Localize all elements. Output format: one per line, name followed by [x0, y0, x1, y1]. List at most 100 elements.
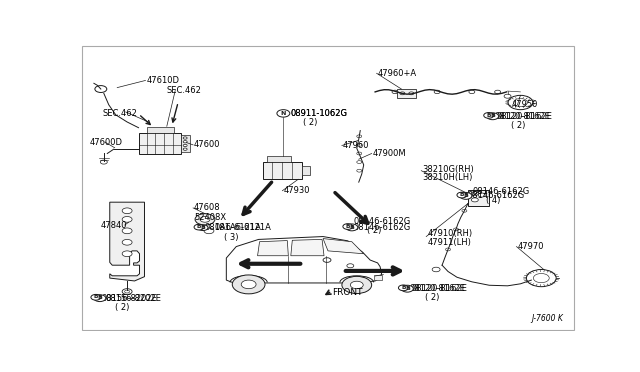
Text: 08120-8162E: 08120-8162E — [495, 112, 550, 121]
Text: 47840: 47840 — [101, 221, 127, 230]
Circle shape — [183, 144, 187, 147]
FancyBboxPatch shape — [302, 166, 310, 175]
Circle shape — [471, 192, 478, 196]
Circle shape — [356, 144, 362, 146]
Text: B: B — [349, 225, 355, 230]
Circle shape — [122, 217, 132, 222]
Text: 47950: 47950 — [511, 100, 538, 109]
Circle shape — [122, 289, 132, 294]
Text: 08146-6162G: 08146-6162G — [354, 223, 411, 232]
FancyBboxPatch shape — [138, 132, 180, 154]
Circle shape — [356, 169, 362, 172]
Circle shape — [122, 208, 132, 214]
Circle shape — [343, 224, 353, 230]
Text: 47600D: 47600D — [90, 138, 123, 147]
Text: 08146-6162G: 08146-6162G — [468, 191, 525, 201]
Text: ( 2): ( 2) — [425, 294, 439, 302]
Circle shape — [400, 92, 405, 95]
Polygon shape — [257, 241, 288, 256]
Text: N: N — [281, 110, 286, 116]
Circle shape — [94, 295, 106, 302]
Circle shape — [125, 290, 129, 293]
Circle shape — [508, 95, 533, 110]
Circle shape — [432, 267, 440, 272]
Text: ( 2): ( 2) — [367, 226, 381, 235]
Text: SEC.462: SEC.462 — [167, 86, 202, 95]
Circle shape — [409, 92, 414, 95]
Polygon shape — [110, 202, 145, 281]
Text: B: B — [197, 224, 201, 229]
Text: B: B — [463, 193, 468, 198]
Circle shape — [346, 224, 358, 231]
Text: ( 3): ( 3) — [224, 232, 238, 242]
Text: B: B — [346, 224, 350, 229]
Circle shape — [195, 214, 215, 225]
Circle shape — [323, 258, 331, 262]
Text: 47610D: 47610D — [147, 76, 180, 85]
Text: B: B — [200, 225, 205, 230]
Text: B: B — [405, 286, 410, 291]
Circle shape — [533, 273, 549, 283]
Circle shape — [200, 217, 210, 222]
Circle shape — [277, 110, 290, 117]
Circle shape — [513, 99, 527, 106]
Circle shape — [122, 228, 132, 234]
Text: 08146-6162G: 08146-6162G — [473, 187, 530, 196]
Text: FRONT: FRONT — [332, 288, 362, 297]
Circle shape — [183, 141, 187, 143]
Circle shape — [356, 135, 362, 138]
Circle shape — [183, 148, 187, 150]
Text: 38210G(RH): 38210G(RH) — [422, 165, 474, 174]
Circle shape — [198, 225, 208, 231]
Text: 47960: 47960 — [343, 141, 369, 150]
Circle shape — [347, 264, 354, 268]
Circle shape — [232, 275, 265, 294]
Text: 08911-1062G: 08911-1062G — [291, 109, 348, 118]
Text: 08156-8202E: 08156-8202E — [106, 294, 162, 303]
Text: 08120-8162E: 08120-8162E — [497, 112, 552, 121]
Text: 08156-8202E: 08156-8202E — [102, 294, 157, 303]
Text: 081A6-6121A: 081A6-6121A — [205, 224, 262, 232]
Circle shape — [457, 192, 467, 198]
Text: 47960+A: 47960+A — [378, 69, 417, 78]
Circle shape — [356, 152, 362, 155]
Circle shape — [484, 112, 493, 118]
Text: ( 2): ( 2) — [115, 303, 129, 312]
Text: B: B — [401, 285, 406, 290]
Polygon shape — [227, 237, 381, 283]
Circle shape — [91, 294, 101, 300]
Text: ( 2): ( 2) — [303, 118, 317, 127]
Text: 08120-8162E: 08120-8162E — [412, 284, 467, 293]
Text: SEC.462: SEC.462 — [102, 109, 137, 118]
Circle shape — [100, 160, 108, 164]
Text: B: B — [97, 295, 102, 300]
Text: J-7600 K: J-7600 K — [532, 314, 564, 323]
FancyBboxPatch shape — [262, 162, 302, 179]
Text: 47600: 47600 — [194, 140, 221, 150]
Text: B: B — [93, 295, 98, 299]
FancyBboxPatch shape — [468, 190, 489, 206]
Text: ( 2): ( 2) — [511, 121, 525, 130]
Circle shape — [401, 285, 413, 292]
Circle shape — [204, 228, 214, 234]
Circle shape — [454, 228, 458, 231]
Circle shape — [399, 285, 408, 291]
Circle shape — [469, 90, 475, 94]
Text: 47900M: 47900M — [372, 149, 406, 158]
Circle shape — [460, 192, 472, 199]
FancyBboxPatch shape — [397, 89, 416, 97]
Text: B: B — [486, 113, 491, 118]
Circle shape — [478, 193, 485, 197]
Text: ( 4): ( 4) — [486, 196, 500, 205]
Text: 08120-8162E: 08120-8162E — [410, 284, 465, 293]
Circle shape — [462, 209, 467, 212]
Circle shape — [495, 90, 500, 94]
Text: 47930: 47930 — [284, 186, 310, 195]
Text: B: B — [490, 113, 495, 118]
Circle shape — [471, 198, 478, 202]
Circle shape — [194, 224, 204, 230]
Text: 47970: 47970 — [518, 242, 544, 251]
Circle shape — [486, 113, 499, 120]
Circle shape — [434, 90, 440, 94]
Text: 08911-1062G: 08911-1062G — [291, 109, 348, 118]
